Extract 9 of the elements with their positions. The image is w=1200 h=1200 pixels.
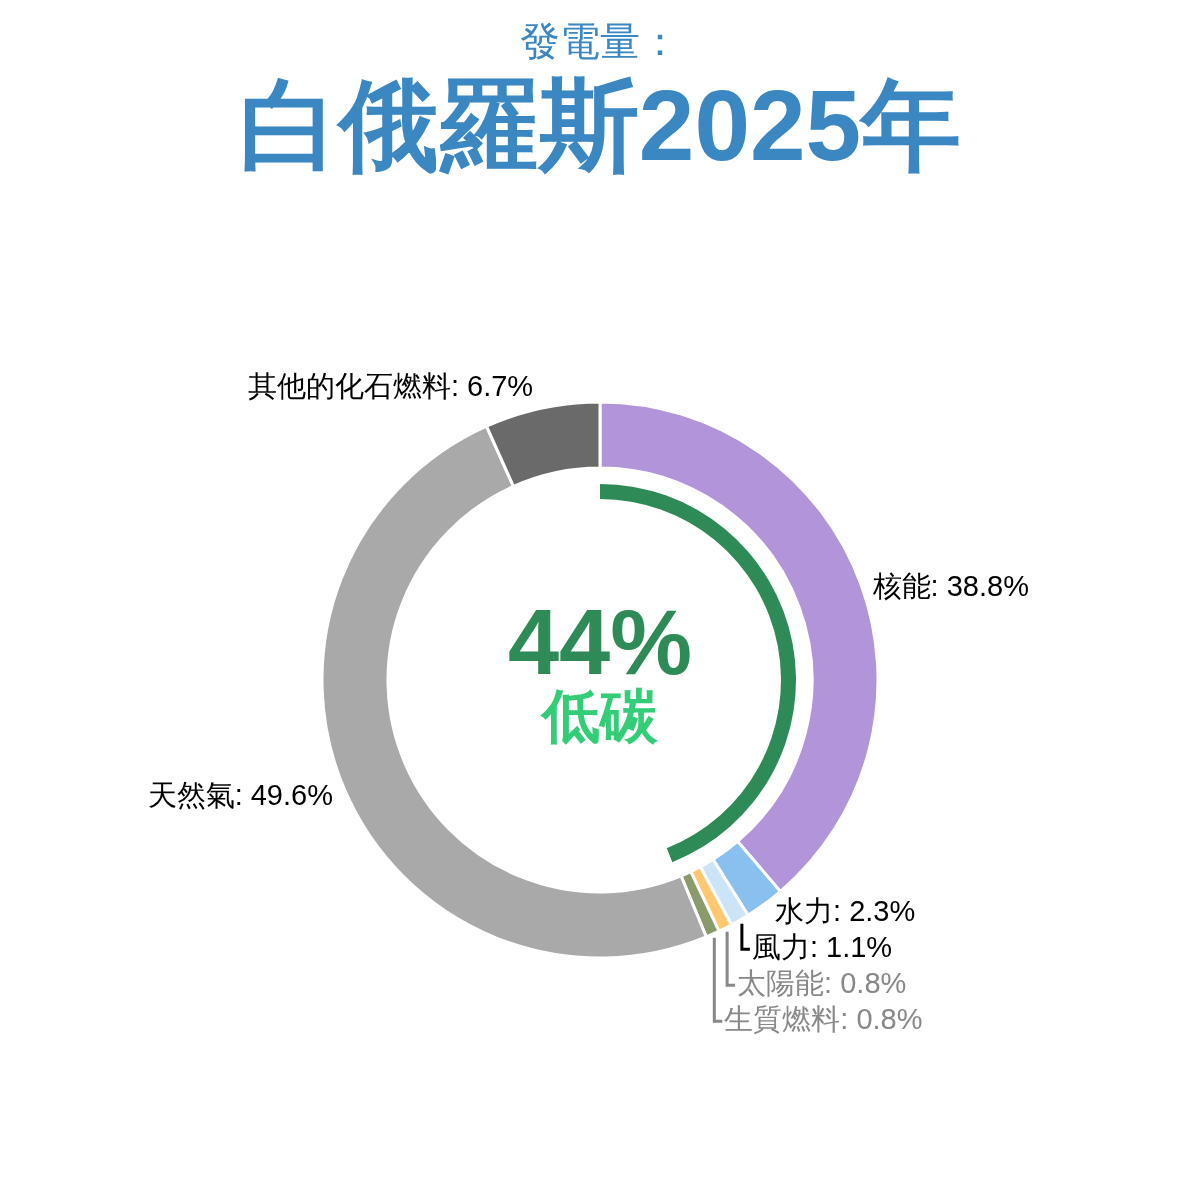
chart-title: 白俄羅斯2025年 bbox=[238, 69, 962, 181]
slice-label: 天然氣: 49.6% bbox=[147, 779, 333, 812]
slice-label: 核能: 38.8% bbox=[871, 570, 1029, 603]
chart-subtitle: 發電量： bbox=[520, 19, 680, 63]
slice-label: 太陽能: 0.8% bbox=[737, 966, 907, 999]
slice-label: 風力: 1.1% bbox=[751, 930, 893, 963]
slice-label: 生質燃料: 0.8% bbox=[724, 1002, 923, 1035]
slice-label: 其他的化石燃料: 6.7% bbox=[247, 369, 534, 402]
slice-label: 水力: 2.3% bbox=[775, 894, 916, 927]
